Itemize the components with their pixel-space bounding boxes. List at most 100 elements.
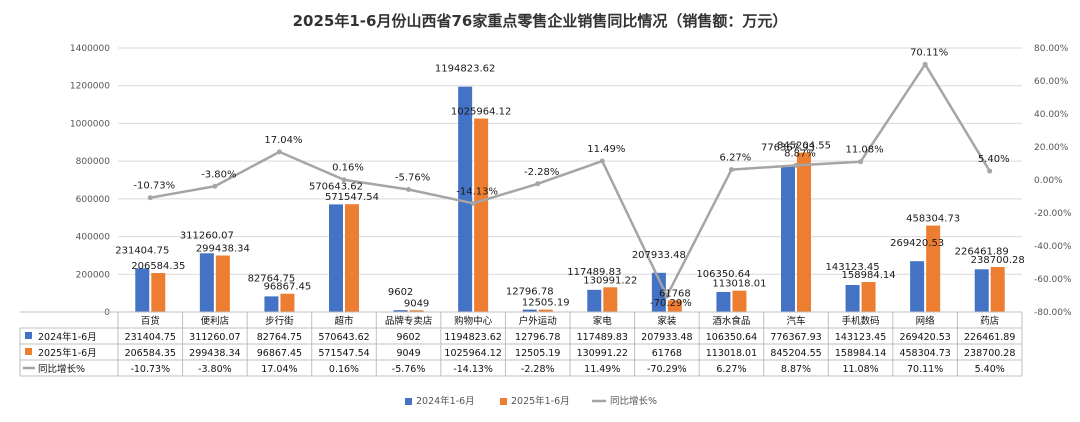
left-tick-label: 1400000 [70, 44, 110, 54]
table-row-key [25, 332, 32, 339]
bar-2025 [603, 287, 618, 312]
growth-point [858, 159, 864, 165]
bar-2024 [781, 165, 795, 312]
bar-2024 [458, 86, 473, 313]
left-tick-label: 1000000 [70, 119, 110, 129]
table-category-label: 品牌专卖店 [385, 315, 433, 327]
table-cell: 206584.35 [125, 348, 176, 359]
data-label-growth: -10.73% [133, 181, 175, 192]
right-tick-label: 60.00% [1034, 77, 1069, 87]
bar-2025 [215, 255, 230, 312]
table-cell: -2.28% [521, 364, 555, 375]
bar-2024 [910, 261, 925, 312]
growth-point [341, 177, 347, 183]
bar-2025 [990, 266, 1005, 312]
table-cell: 458304.73 [899, 348, 950, 359]
bar-2025 [151, 273, 166, 312]
table-cell: -70.29% [647, 364, 687, 375]
table-cell: 82764.75 [257, 332, 302, 343]
legend-swatch-2024 [405, 398, 412, 405]
bar-2024 [716, 291, 731, 312]
table-category-label: 汽车 [786, 315, 805, 327]
data-label-growth: 0.16% [332, 163, 364, 174]
data-label-2025: 9049 [404, 298, 429, 309]
bar-2025 [280, 293, 295, 312]
table-cell: 143123.45 [835, 332, 886, 343]
data-label-growth: 5.40% [978, 154, 1010, 165]
growth-point [922, 61, 928, 67]
bar-2024 [587, 289, 602, 312]
bar-2024 [522, 309, 537, 312]
table-cell: -14.13% [453, 364, 493, 375]
table-category-label: 超市 [334, 315, 354, 327]
data-label-2024: 311260.07 [180, 230, 234, 241]
table-cell: 311260.07 [189, 332, 240, 343]
table-row-header: 2024年1-6月 [38, 331, 97, 343]
bar-2024 [264, 296, 279, 312]
legend-swatch-2025 [500, 398, 507, 405]
data-label-2025: 238700.28 [971, 255, 1025, 266]
bar-2024 [974, 269, 989, 312]
data-label-2025: 206584.35 [131, 261, 185, 272]
left-axis: 0 200000 400000 600000 800000 1000000 1200000 1… [70, 44, 110, 318]
table-cell: 70.11% [907, 364, 943, 375]
chart-title: 2025年1-6月份山西省76家重点零售企业销售同比情况（销售额：万元） [293, 12, 788, 30]
table-cell: 845204.55 [770, 348, 821, 359]
bar-2024 [199, 253, 214, 312]
table-cell: -10.73% [130, 364, 170, 375]
table-cell: -5.76% [392, 364, 426, 375]
table-category-label: 户外运动 [519, 315, 557, 327]
table-cell: 11.49% [584, 364, 620, 375]
data-label-growth: 11.08% [846, 145, 884, 156]
data-label-2025: 158984.14 [842, 270, 896, 281]
table-cell: 61768 [652, 348, 682, 359]
table-cell: 6.27% [716, 364, 746, 375]
data-label-2025: 12505.19 [522, 298, 570, 309]
table-category-label: 百货 [141, 315, 160, 327]
bar-2025 [409, 310, 424, 312]
table-cell: 12505.19 [515, 348, 560, 359]
bar-2024 [845, 285, 860, 312]
table-category-label: 便利店 [201, 315, 230, 327]
bar-2025 [345, 204, 359, 312]
bar-2025 [861, 282, 876, 312]
bar-2025 [538, 309, 553, 312]
growth-point [470, 200, 476, 206]
right-tick-label: -80.00% [1034, 308, 1072, 318]
table-cell: 11.08% [842, 364, 878, 375]
table-cell: 269420.53 [899, 332, 950, 343]
bar-2025 [667, 300, 682, 312]
left-tick-label: 800000 [76, 157, 111, 167]
right-tick-label: -20.00% [1034, 209, 1072, 219]
legend-label-growth: 同比增长% [610, 395, 657, 407]
data-label-2024: 570643.62 [309, 181, 363, 192]
table-cell: 238700.28 [964, 348, 1015, 359]
table-cell: 130991.22 [577, 348, 628, 359]
growth-point [987, 168, 993, 174]
table-cell: 5.40% [975, 364, 1005, 375]
left-tick-label: 400000 [76, 233, 111, 243]
right-tick-label: -60.00% [1034, 275, 1072, 285]
data-label-growth: -5.76% [395, 173, 430, 184]
table-category-label: 手机数码 [842, 315, 880, 327]
right-tick-label: 80.00% [1034, 44, 1069, 54]
table-row-key [25, 348, 32, 355]
table-cell: 113018.01 [706, 348, 757, 359]
data-label-2024: 143123.45 [826, 262, 880, 273]
table-cell: 117489.83 [577, 332, 628, 343]
data-label-2024: 117489.83 [567, 267, 621, 278]
table-cell: 571547.54 [318, 348, 369, 359]
data-label-2025: 1025964.12 [451, 107, 511, 118]
bar-2024 [135, 268, 150, 312]
table-category-label: 药店 [980, 315, 999, 327]
table-cell: 9602 [396, 332, 420, 343]
grid-layer [118, 47, 1022, 313]
data-label-2025: 130991.22 [583, 275, 637, 286]
table-category-label: 步行街 [265, 315, 294, 327]
table-category-label: 酒水食品 [712, 315, 750, 327]
data-label-growth: 11.49% [587, 144, 625, 155]
right-tick-label: -40.00% [1034, 242, 1072, 252]
data-label-2024: 226461.89 [955, 246, 1009, 257]
data-label-2025: 96867.45 [264, 282, 312, 293]
